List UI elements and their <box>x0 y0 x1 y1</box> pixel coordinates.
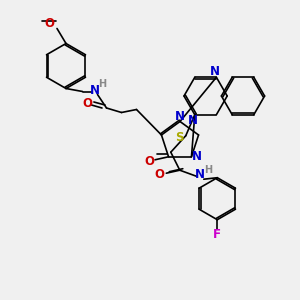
Text: O: O <box>44 17 55 31</box>
Text: O: O <box>82 97 92 110</box>
Text: N: N <box>195 168 205 181</box>
Text: N: N <box>192 150 202 163</box>
Text: O: O <box>144 155 154 168</box>
Text: N: N <box>175 110 185 123</box>
Text: S: S <box>176 131 184 144</box>
Text: O: O <box>155 168 165 181</box>
Text: F: F <box>213 228 221 241</box>
Text: H: H <box>98 79 106 89</box>
Text: H: H <box>204 165 212 175</box>
Text: N: N <box>89 83 100 97</box>
Text: N: N <box>188 114 198 127</box>
Text: N: N <box>210 65 220 78</box>
